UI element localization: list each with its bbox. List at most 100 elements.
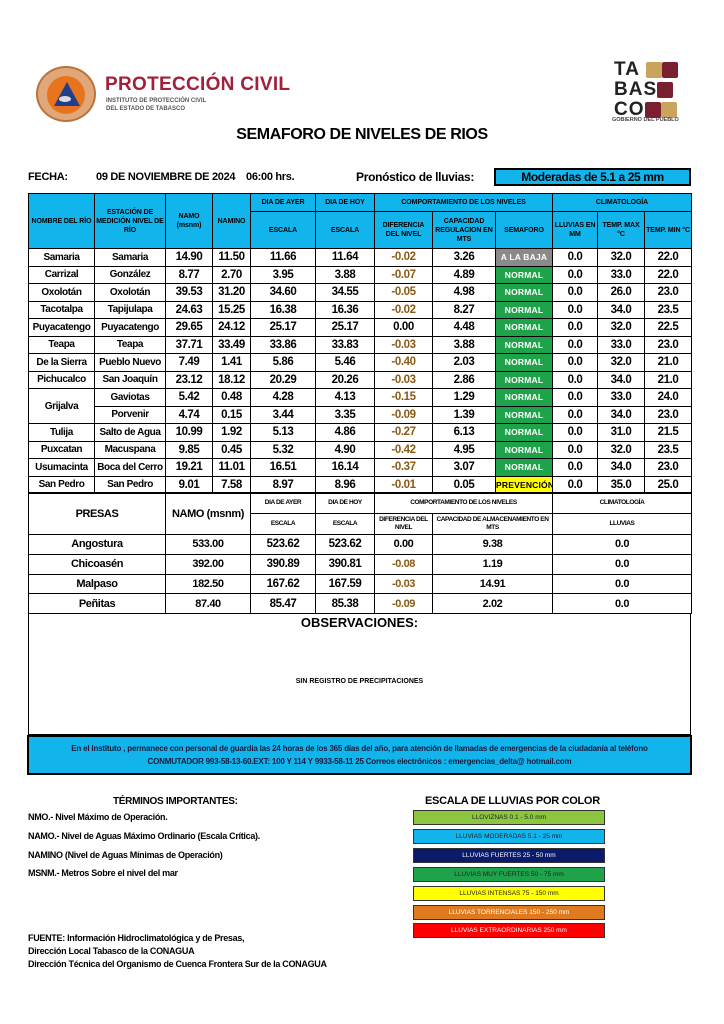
cell-namo: 24.63 [165,300,213,319]
cell-dif: 0.00 [374,534,433,555]
date-value: 09 DE NOVIEMBRE DE 2024 [96,171,236,183]
contact-info-box: En el Instituto , permanece con personal… [27,735,692,775]
cell-namino: 0.45 [212,440,251,459]
terms-title: TÉRMINOS IMPORTANTES: [113,796,238,807]
cell-cap: 14.91 [432,573,553,595]
cell-cap: 4.48 [432,318,496,337]
river-row: Puxcatan Macuspana 9.85 0.45 5.32 4.90 -0.42 4.… [28,440,693,459]
cell-estacion: Gaviotas [94,388,166,407]
cell-cap: 9.38 [432,534,553,555]
header-comportamiento: COMPORTAMIENTO DE LOS NIVELES [373,193,554,212]
header-rio: NOMBRE DEL RÍO [28,193,95,249]
cell-rio: Tulija [28,423,95,442]
cell-rio: Carrizal [28,265,95,284]
cell-ayer: 34.60 [250,283,316,302]
header-tmin: TEMP. MIN °C [644,211,693,249]
rain-scale-item: LLUVIAS MUY FUERTES 50 - 75 mm [413,867,605,882]
cell-tmax: 33.0 [597,265,646,284]
cell-hoy: 16.36 [315,300,375,319]
cell-namino: 0.15 [212,405,251,424]
cell-lluvia: 0.0 [552,573,692,595]
header-presas: PRESAS [28,492,166,535]
cell-estacion: Oxolotán [94,283,166,302]
cell-ayer: 5.86 [250,353,316,372]
cell-ayer: 5.32 [250,440,316,459]
semaforo-badge: NORMAL [494,300,554,319]
cell-name: Peñitas [28,593,166,614]
cell-estacion: Porvenir [94,405,166,424]
cell-namo: 533.00 [165,534,251,555]
header-escala-ayer: ESCALA [250,513,316,535]
cell-hoy: 3.35 [315,405,375,424]
cell-ayer: 523.62 [250,534,316,555]
cell-hoy: 5.46 [315,353,375,372]
cell-estacion: Puyacatengo [94,318,166,337]
river-row: Pichucalco San Joaquín 23.12 18.12 20.29 20.2… [28,370,693,389]
cell-tmin: 23.0 [644,335,693,354]
cell-dif: -0.07 [374,265,433,284]
cell-ayer: 25.17 [250,318,316,337]
cell-hoy: 11.64 [315,248,375,267]
cell-namino: 18.12 [212,370,251,389]
cell-rio: Tacotalpa [28,300,95,319]
cell-tmax: 35.0 [597,475,646,494]
rain-scale-item: LLUVIAS FUERTES 25 - 50 mm [413,848,605,863]
cell-cap: 4.89 [432,265,496,284]
cell-lluvia: 0.0 [552,370,599,389]
cell-hoy: 34.55 [315,283,375,302]
forecast-value: Moderadas de 5.1 a 25 mm [494,168,691,186]
cell-estacion: Macuspana [94,440,166,459]
cell-rio: San Pedro [28,475,95,494]
cell-tmin: 24.0 [644,388,693,407]
cell-namino: 1.41 [212,353,251,372]
cell-namo: 37.71 [165,335,213,354]
semaforo-badge: NORMAL [494,353,554,372]
semaforo-badge: NORMAL [494,458,554,477]
header-escala-ayer: ESCALA [250,211,316,249]
header-lluvias: LLUVIAS EN MM [552,211,599,249]
cell-cap: 4.95 [432,440,496,459]
cell-cap: 1.39 [432,405,496,424]
header-climatologia: CLIMATOLOGÍA [552,492,692,514]
cell-namino: 11.50 [212,248,251,267]
dam-row: Peñitas 87.40 85.47 85.38 -0.09 2.02 0.0 [28,593,692,614]
cell-hoy: 167.59 [315,573,375,595]
cell-rio: Usumacinta [28,458,95,477]
rain-scale-item: LLUVIAS INTENSAS 75 - 150 mm [413,886,605,901]
header-semaforo: SEMAFORO [494,211,554,249]
cell-namo: 392.00 [165,553,251,575]
cell-dif: 0.00 [374,318,433,337]
cell-ayer: 16.51 [250,458,316,477]
cell-tmax: 32.0 [597,353,646,372]
cell-ayer: 5.13 [250,423,316,442]
cell-lluvia: 0.0 [552,475,599,494]
cell-dif: -0.09 [374,405,433,424]
header-namo: NAMO (msnm) [165,492,251,535]
cell-namo: 39.53 [165,283,213,302]
cell-lluvia: 0.0 [552,388,599,407]
cell-tmin: 22.0 [644,248,693,267]
cell-tmax: 32.0 [597,318,646,337]
cell-namo: 19.21 [165,458,213,477]
semaforo-badge: NORMAL [494,388,554,407]
forecast-label: Pronóstico de lluvias: [356,170,475,184]
cell-hoy: 523.62 [315,534,375,555]
cell-namo: 14.90 [165,248,213,267]
cell-namo: 87.40 [165,593,251,614]
cell-rio: Puyacatengo [28,318,95,337]
cell-tmin: 25.0 [644,475,693,494]
dam-row: Chicoasén 392.00 390.89 390.81 -0.08 1.19 0.0 [28,553,692,575]
cell-namo: 182.50 [165,573,251,595]
cell-estacion: Boca del Cerro [94,458,166,477]
cell-name: Chicoasén [28,553,166,575]
term-item: NAMO.- Nivel de Aguas Máximo Ordinario (… [28,831,260,841]
cell-namo: 7.49 [165,353,213,372]
cell-estacion: San Joaquín [94,370,166,389]
header-lluvias: LLUVIAS [552,513,692,535]
river-row: Samaria Samaria 14.90 11.50 11.66 11.64 -0.02 3… [28,248,693,267]
cell-ayer: 3.95 [250,265,316,284]
term-item: NMO.- Nivel Máximo de Operación. [28,812,168,822]
cell-namo: 8.77 [165,265,213,284]
cell-tmin: 23.5 [644,300,693,319]
cell-rio: Grijalva [28,388,95,424]
